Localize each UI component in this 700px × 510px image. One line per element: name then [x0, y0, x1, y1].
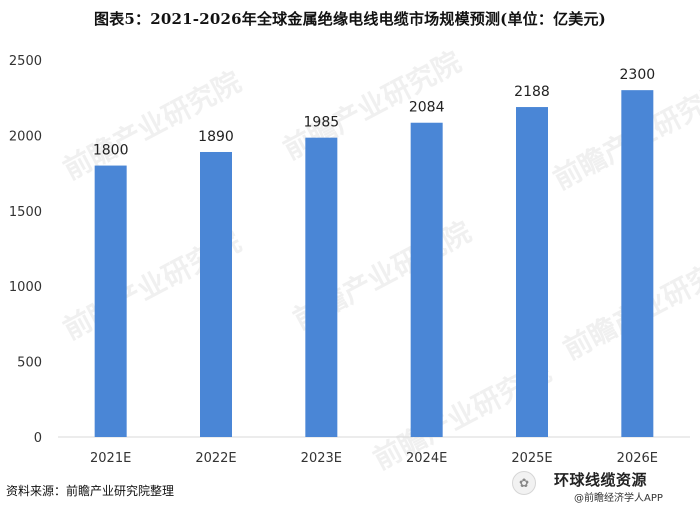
x-tick-label: 2025E — [511, 451, 552, 466]
bar-value-label: 2300 — [620, 67, 656, 83]
brand-name: 环球线缆资源 — [554, 471, 648, 489]
y-tick-label: 500 — [17, 356, 42, 371]
wechat-icon: ✿ — [512, 471, 536, 495]
y-axis-tick-labels: 0 500 1000 1500 2000 2500 — [9, 54, 42, 446]
bar-value-label: 1890 — [198, 129, 234, 145]
x-tick-label: 2021E — [90, 451, 131, 466]
bar — [516, 107, 548, 438]
bar — [305, 137, 338, 438]
x-tick-label: 2023E — [301, 451, 342, 466]
bar — [410, 122, 443, 438]
bar-series — [94, 90, 654, 438]
data-labels: 1800 1890 1985 2084 2188 2300 — [93, 67, 655, 158]
y-tick-label: 1500 — [9, 205, 42, 220]
bar-value-label: 2084 — [409, 100, 445, 116]
x-tick-label: 2024E — [406, 451, 447, 466]
bar-value-label: 1985 — [304, 115, 340, 131]
bar-value-label: 1800 — [93, 143, 129, 159]
y-tick-label: 2500 — [9, 54, 42, 69]
bar — [200, 151, 232, 437]
bar — [621, 90, 654, 437]
brand-badge: ✿ 环球线缆资源 @前瞻经济学人APP — [510, 467, 696, 507]
y-tick-label: 1000 — [9, 280, 42, 295]
bar-value-label: 2188 — [514, 84, 550, 100]
source-note: 资料来源：前瞻产业研究院整理 — [6, 484, 175, 498]
bar — [94, 165, 127, 437]
x-tick-label: 2022E — [195, 451, 236, 466]
x-axis-tick-labels: 2021E 2022E 2023E 2024E 2025E 2026E — [90, 451, 658, 466]
watermark-layer: 前瞻产业研究院前瞻产业研究院前瞻产业研究院前瞻产业研究院前瞻产业研究院前瞻产业研… — [58, 45, 700, 476]
chart-title: 图表5：2021-2026年全球金属绝缘电线电缆市场规模预测(单位：亿美元) — [94, 10, 606, 28]
y-tick-label: 0 — [34, 431, 42, 446]
x-tick-label: 2026E — [617, 451, 658, 466]
y-tick-label: 2000 — [9, 129, 42, 144]
brand-sub: @前瞻经济学人APP — [574, 493, 663, 504]
